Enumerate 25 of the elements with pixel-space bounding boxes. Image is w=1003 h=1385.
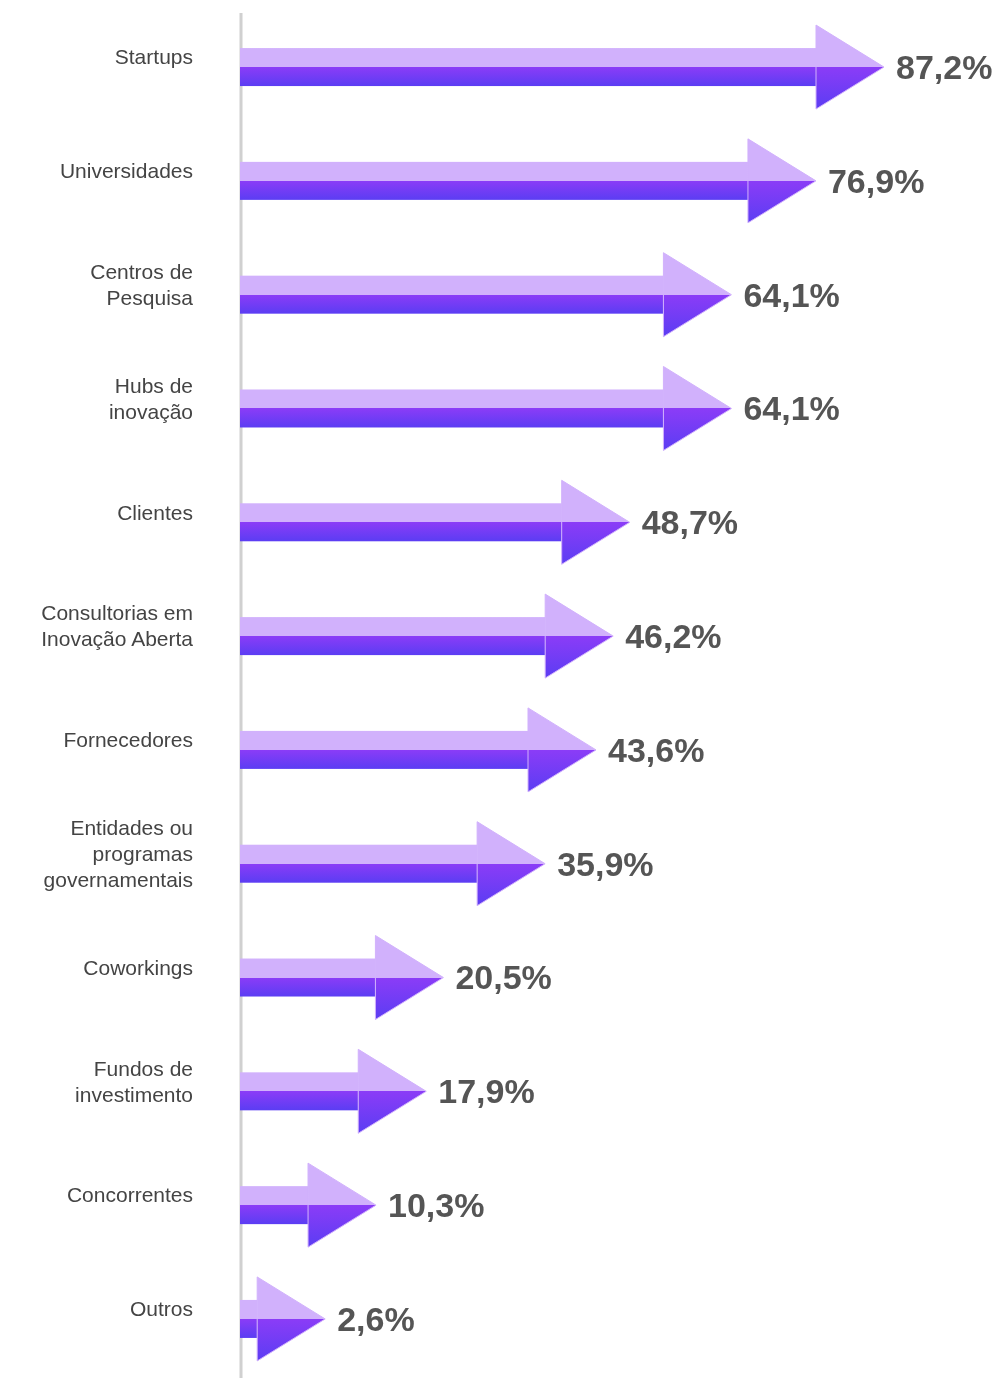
data-label: 64,1%: [743, 275, 840, 314]
data-label: 76,9%: [827, 161, 925, 200]
y-tick-label: Fornecedores: [63, 728, 193, 752]
y-tick-label: Startups: [114, 45, 193, 69]
data-label: 17,9%: [438, 1072, 535, 1111]
data-label: 2,6%: [337, 1299, 415, 1338]
y-tick-label: Consultorias em Inovação Aberta: [41, 601, 194, 651]
data-label: 20,5%: [455, 958, 552, 997]
y-tick-label: Concorrentes: [66, 1183, 193, 1207]
data-label: 43,6%: [608, 730, 705, 769]
y-tick-label: Centros de Pesquisa: [90, 260, 194, 310]
y-tick-label: Coworkings: [83, 955, 193, 979]
y-tick-label: Hubs de inovação: [108, 373, 193, 423]
data-label: 64,1%: [743, 389, 840, 428]
y-tick-label: Entidades ou programas governamentais: [43, 816, 193, 892]
data-label: 35,9%: [557, 844, 654, 883]
data-label: 48,7%: [641, 503, 739, 542]
bar: [240, 1299, 258, 1338]
data-label: 10,3%: [388, 1186, 485, 1225]
data-label: 87,2%: [896, 47, 993, 86]
y-tick-label: Outros: [129, 1297, 193, 1321]
data-label: 46,2%: [625, 617, 722, 655]
y-tick-label: Universidades: [59, 159, 193, 183]
y-tick-label: Clientes: [117, 500, 193, 524]
y-tick-label: Fundos de investimento: [75, 1056, 193, 1106]
